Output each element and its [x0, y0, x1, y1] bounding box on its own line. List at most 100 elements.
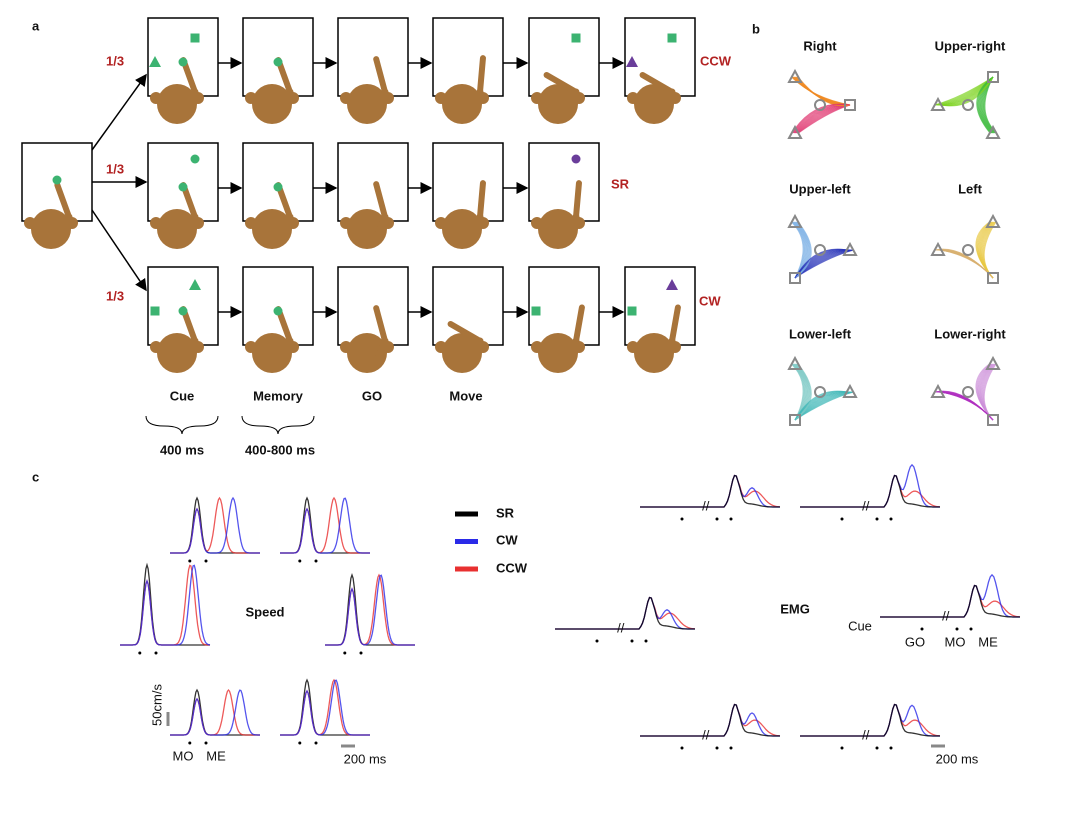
start-marker [962, 244, 974, 256]
monkey-arm [573, 180, 582, 220]
event-dot [154, 651, 158, 655]
monkey-arm [639, 72, 675, 95]
brace [241, 415, 315, 435]
monkey-ear [245, 92, 257, 104]
trace [880, 584, 1020, 618]
trace [800, 703, 940, 737]
direction-title: Right [803, 38, 837, 53]
panel-label: b [752, 21, 760, 36]
monkey-ear [340, 217, 352, 229]
trace [120, 564, 211, 646]
axis-break: // [862, 727, 870, 742]
target [178, 57, 188, 67]
event-label: MO [945, 634, 966, 649]
task-box [432, 17, 504, 97]
event-label: Cue [848, 618, 872, 633]
epoch-label: Memory [253, 388, 304, 403]
monkey-ear [531, 92, 543, 104]
monkey-arm [373, 56, 388, 95]
monkey-arm [564, 213, 580, 241]
target-marker [842, 383, 858, 398]
task-box [337, 142, 409, 222]
event-dot [188, 559, 192, 563]
task-box [242, 266, 314, 346]
event-dot [298, 559, 302, 563]
trace [640, 703, 781, 737]
trace [880, 584, 1021, 618]
trace [640, 474, 780, 508]
event-dot [715, 746, 719, 750]
monkey-arm [373, 88, 389, 116]
monkey-arm [564, 337, 580, 365]
monkey-arm [477, 55, 486, 95]
trace [325, 573, 415, 646]
start-marker [814, 386, 826, 398]
event-dot [359, 651, 363, 655]
duration-label: 400-800 ms [245, 442, 315, 457]
event-dot [889, 517, 893, 521]
task-box [528, 142, 600, 222]
duration-label: 400 ms [160, 442, 204, 457]
target-marker [987, 71, 999, 83]
condition-label: CCW [700, 53, 732, 68]
scale-label: 200 ms [936, 751, 979, 766]
panel-label: c [32, 469, 39, 484]
monkey-arm [183, 213, 199, 241]
target-marker [987, 414, 999, 426]
monkey-ear [245, 341, 257, 353]
monkey-arm [669, 304, 681, 344]
trace [170, 496, 260, 554]
monkey-arm [468, 88, 484, 116]
event-dot [969, 627, 973, 631]
target [571, 154, 581, 164]
event-dot [729, 746, 733, 750]
trace [280, 678, 370, 736]
task-box [147, 266, 219, 346]
monkey-arm [543, 72, 579, 95]
start-marker [962, 386, 974, 398]
start-marker [814, 99, 826, 111]
event-dot [840, 746, 844, 750]
trace [280, 679, 370, 736]
arrow [91, 73, 147, 151]
target-marker [985, 124, 1001, 139]
condition-label: CW [699, 293, 721, 308]
legend-label: CCW [496, 560, 528, 575]
trace [640, 474, 780, 508]
plot-title: EMG [780, 601, 810, 616]
monkey-ear [531, 217, 543, 229]
direction-title: Left [958, 181, 983, 196]
event-dot [715, 517, 719, 521]
trace [170, 688, 260, 736]
monkey-ear [627, 92, 639, 104]
start-marker [962, 99, 974, 111]
target-marker [930, 96, 946, 111]
event-dot [680, 746, 684, 750]
monkey-arm [278, 88, 294, 116]
panel-label: a [32, 18, 40, 33]
direction-title: Upper-right [935, 38, 1006, 53]
monkey-ear [435, 217, 447, 229]
event-dot [955, 627, 959, 631]
monkey-arm [373, 337, 389, 365]
target-marker [930, 383, 946, 398]
target-marker [985, 213, 1001, 228]
trace [800, 474, 940, 508]
event-dot [729, 517, 733, 521]
target-marker [787, 124, 803, 139]
axis-break: // [702, 498, 710, 513]
trace [640, 703, 780, 737]
target [178, 306, 188, 316]
target [531, 306, 541, 316]
trace [640, 703, 780, 737]
trace [640, 474, 781, 508]
target [149, 56, 161, 67]
event-label: ME [206, 748, 226, 763]
monkey-ear [245, 217, 257, 229]
axis-break: // [702, 727, 710, 742]
trace [800, 463, 940, 508]
target-marker [842, 241, 858, 256]
event-label: ME [978, 634, 998, 649]
trace [555, 596, 695, 630]
trace [800, 474, 941, 508]
